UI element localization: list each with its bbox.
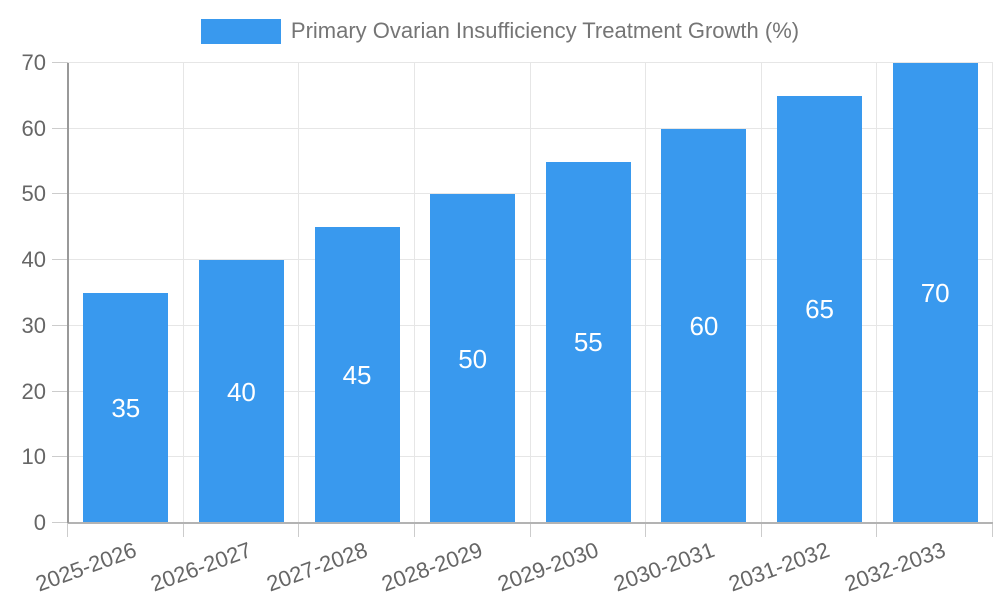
- x-tick-mark: [645, 523, 647, 537]
- y-tick-mark: [52, 324, 68, 326]
- x-tick-mark: [876, 523, 878, 537]
- y-axis-tick-label: 50: [21, 181, 46, 207]
- bar[interactable]: [198, 260, 284, 523]
- x-axis-tick-label: 2025-2026: [31, 537, 140, 597]
- x-tick-mark: [992, 523, 993, 537]
- y-axis-tick-label: 30: [21, 312, 46, 338]
- y-gridline: [68, 193, 993, 195]
- x-gridline: [413, 63, 415, 523]
- x-gridline: [298, 63, 300, 523]
- bar-value-label: 65: [805, 294, 835, 325]
- y-gridline: [68, 127, 993, 129]
- y-tick-mark: [52, 390, 68, 392]
- bar-value-label: 35: [111, 393, 141, 423]
- bar[interactable]: [661, 128, 747, 523]
- bar-value-label: 40: [226, 376, 256, 407]
- x-gridline: [529, 63, 531, 523]
- x-tick-mark: [182, 523, 184, 537]
- bar[interactable]: [83, 293, 169, 523]
- x-tick-mark: [529, 523, 531, 537]
- y-gridline: [68, 324, 993, 326]
- x-tick-mark: [760, 523, 762, 537]
- y-axis-tick-label: 60: [21, 115, 46, 141]
- y-axis-tick-label: 40: [21, 247, 46, 273]
- y-axis-tick-label: 0: [33, 510, 46, 535]
- x-tick-mark: [298, 523, 300, 537]
- x-axis-tick-label: 2032-2033: [841, 537, 949, 597]
- bar-value-label: 60: [689, 310, 719, 341]
- bar[interactable]: [430, 194, 516, 523]
- y-tick-mark: [52, 193, 68, 195]
- x-gridline: [760, 63, 762, 523]
- x-tick-mark: [67, 523, 68, 537]
- y-tick-mark: [52, 259, 68, 261]
- y-axis-tick-label: 10: [21, 444, 46, 470]
- x-tick-mark: [413, 523, 415, 537]
- y-tick-mark: [52, 456, 68, 458]
- y-gridline: [68, 62, 993, 63]
- x-axis-line: [68, 522, 993, 524]
- y-tick-mark: [52, 62, 68, 63]
- x-axis-tick-label: 2030-2031: [610, 537, 718, 597]
- bar-value-label: 70: [920, 278, 950, 308]
- y-gridline: [68, 390, 993, 392]
- bar-value-label: 55: [573, 327, 603, 358]
- y-tick-mark: [52, 522, 68, 523]
- y-axis-tick-label: 70: [21, 50, 46, 75]
- x-axis-tick-label: 2031-2032: [725, 537, 834, 597]
- legend-swatch: [200, 18, 281, 44]
- bar[interactable]: [777, 95, 863, 523]
- x-gridline: [876, 63, 878, 523]
- x-axis-tick-label: 2028-2029: [378, 537, 487, 597]
- y-axis-tick-label: 20: [21, 378, 46, 404]
- y-tick-mark: [52, 127, 68, 129]
- bar[interactable]: [892, 63, 978, 523]
- y-axis-line: [67, 63, 69, 523]
- y-gridline: [68, 456, 993, 458]
- x-axis-tick-label: 2027-2028: [263, 537, 371, 597]
- bar-value-label: 45: [342, 360, 372, 391]
- bar-value-label: 50: [458, 343, 488, 374]
- x-gridline: [182, 63, 184, 523]
- x-gridline: [992, 63, 993, 523]
- bar[interactable]: [545, 161, 631, 523]
- legend-label: Primary Ovarian Insufficiency Treatment …: [290, 18, 800, 43]
- x-gridline: [645, 63, 647, 523]
- x-axis-tick-label: 2026-2027: [147, 537, 255, 597]
- x-axis-tick-label: 2029-2030: [494, 537, 602, 597]
- chart-legend[interactable]: Primary Ovarian Insufficiency Treatment …: [0, 18, 1000, 44]
- y-gridline: [68, 259, 993, 261]
- bar[interactable]: [314, 227, 400, 523]
